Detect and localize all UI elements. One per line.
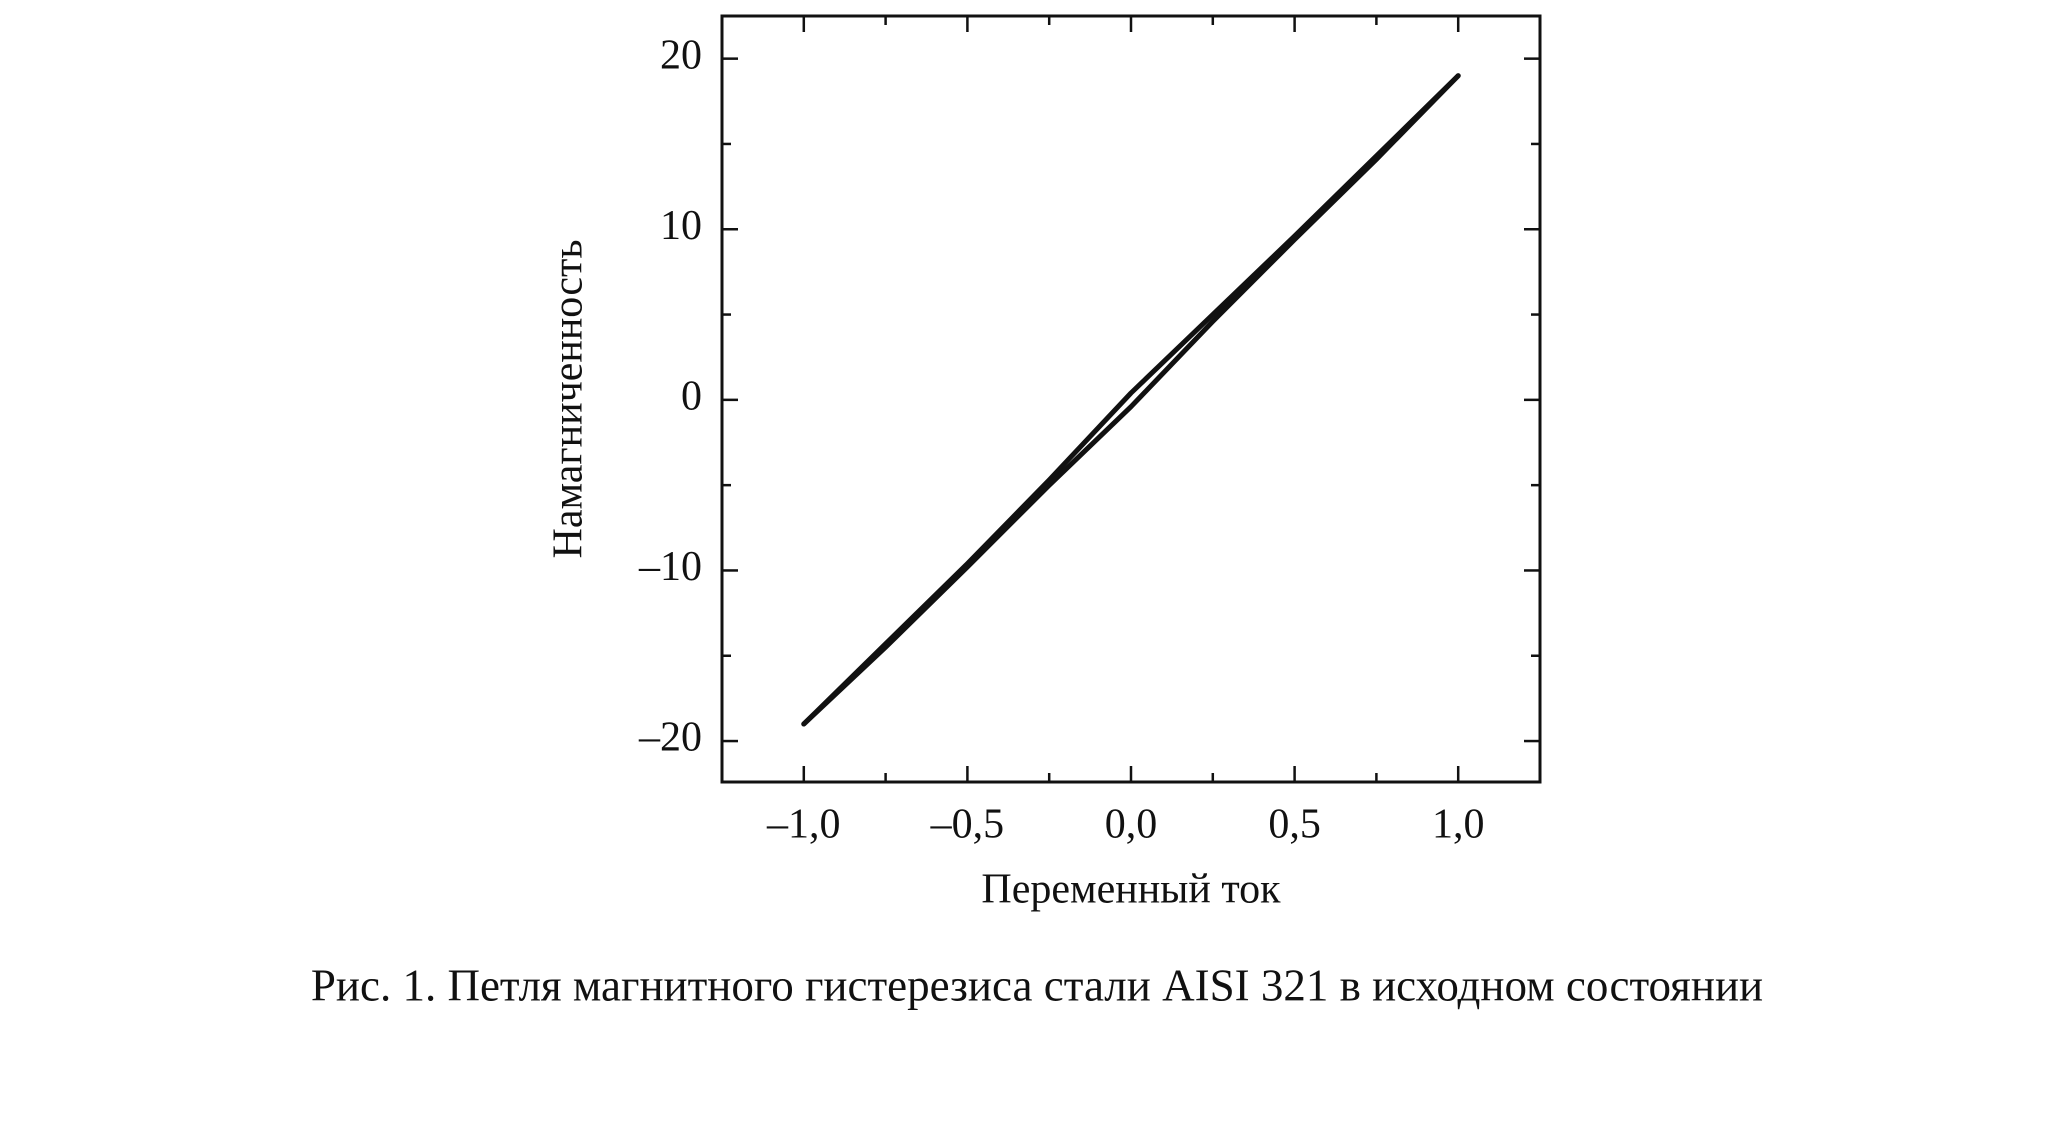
y-tick-label: –20 [638,715,702,761]
x-axis-label: Переменный ток [981,867,1281,913]
y-tick-label: –10 [638,544,702,590]
y-tick-label: 10 [660,203,702,249]
figure-caption: Рис. 1. Петля магнитного гистерезиса ста… [311,960,1763,1010]
plot-frame [720,14,1542,784]
x-tick-label: 1,0 [1432,802,1485,848]
x-tick-label: –1,0 [766,802,841,848]
y-tick-label: 0 [681,373,702,419]
x-tick-label: –0,5 [930,802,1005,848]
y-tick-label: 20 [660,32,702,78]
x-tick-label: 0,5 [1268,802,1321,848]
hysteresis-branch [801,73,1461,727]
y-axis-label: Намагниченность [546,240,592,559]
x-tick-label: 0,0 [1105,802,1158,848]
